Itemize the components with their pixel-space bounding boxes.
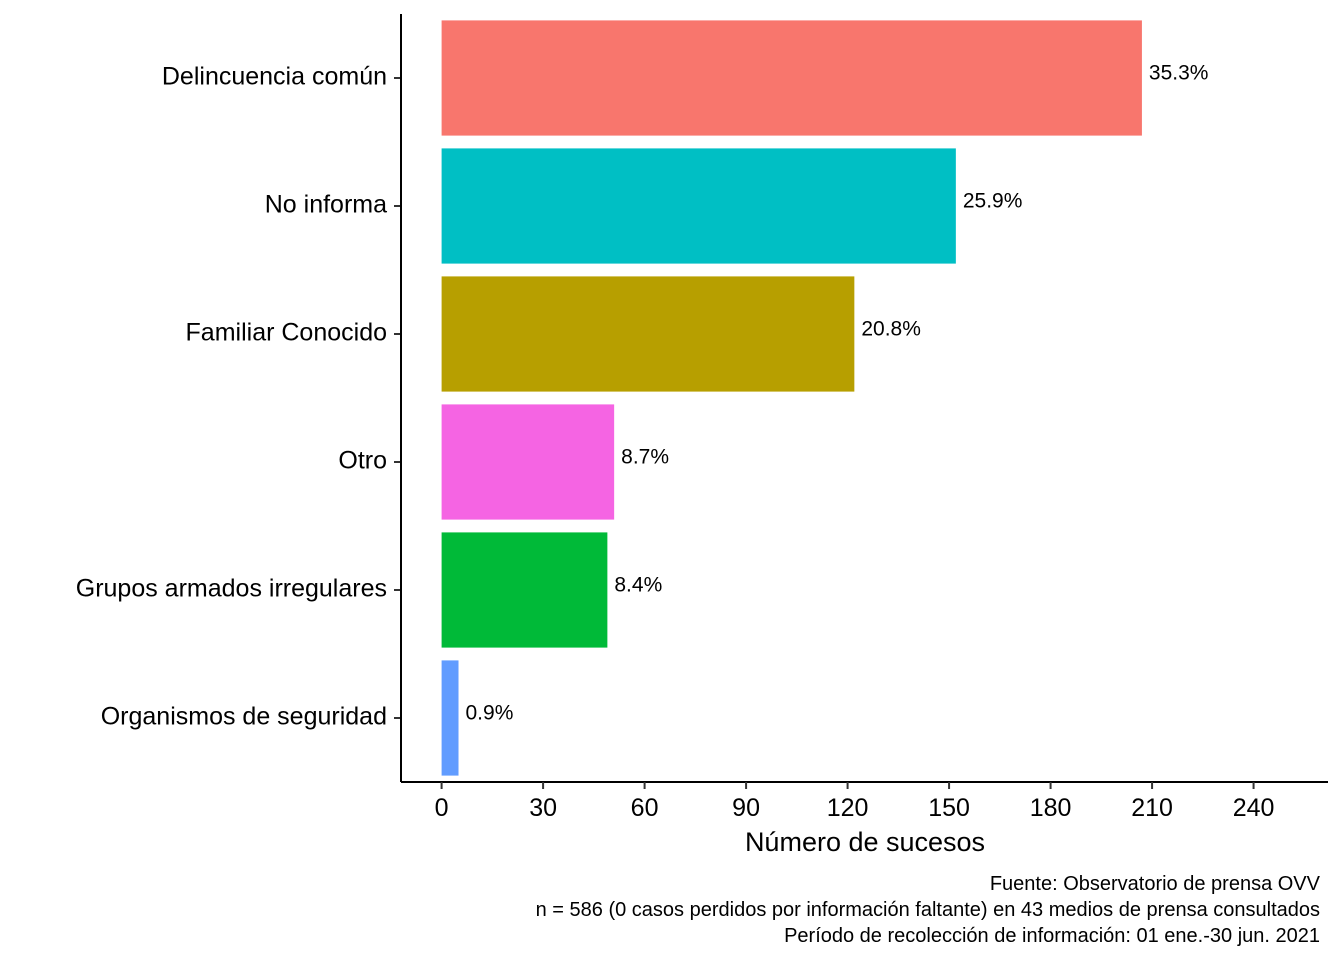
bar-5 [441,660,459,776]
caption-source: Fuente: Observatorio de prensa OVV [990,873,1321,895]
bar-0 [441,20,1142,136]
caption: Fuente: Observatorio de prensa OVV n = 5… [536,873,1321,947]
caption-sample: n = 586 (0 casos perdidos por informació… [536,899,1320,921]
x-tick-label-6: 180 [1030,794,1072,822]
y-axis: Delincuencia común No informa Familiar Con… [76,14,402,782]
x-axis-title: Número de sucesos [745,827,985,857]
bar-4 [441,532,608,648]
category-label-3: Otro [338,447,387,475]
x-tick-label-7: 210 [1131,794,1173,822]
x-tick-label-3: 90 [732,794,760,822]
data-label-5: 0.9% [466,702,514,725]
x-tick-label-8: 240 [1233,794,1275,822]
category-label-0: Delincuencia común [162,63,387,91]
data-label-4: 8.4% [614,574,662,597]
x-tick-label-4: 120 [827,794,869,822]
category-label-1: No informa [265,191,387,219]
bar-1 [441,148,956,264]
category-label-4: Grupos armados irregulares [76,575,387,603]
data-labels-group: 35.3% 25.9% 20.8% 8.7% 8.4% 0.9% [466,62,1209,725]
bar-2 [441,276,855,392]
bars-group [441,20,1142,776]
x-tick-label-5: 150 [928,794,970,822]
data-label-1: 25.9% [963,190,1023,213]
x-tick-label-1: 30 [529,794,557,822]
bar-3 [441,404,615,520]
data-label-3: 8.7% [621,446,669,469]
x-tick-label-2: 60 [631,794,659,822]
x-axis: 0 30 60 90 120 150 180 210 240 [401,781,1328,822]
category-label-5: Organismos de seguridad [101,703,387,731]
x-tick-label-0: 0 [435,794,449,822]
data-label-2: 20.8% [861,318,921,341]
category-label-2: Familiar Conocido [186,319,387,347]
data-label-0: 35.3% [1149,62,1209,85]
caption-period: Período de recolección de información: 0… [784,925,1320,947]
